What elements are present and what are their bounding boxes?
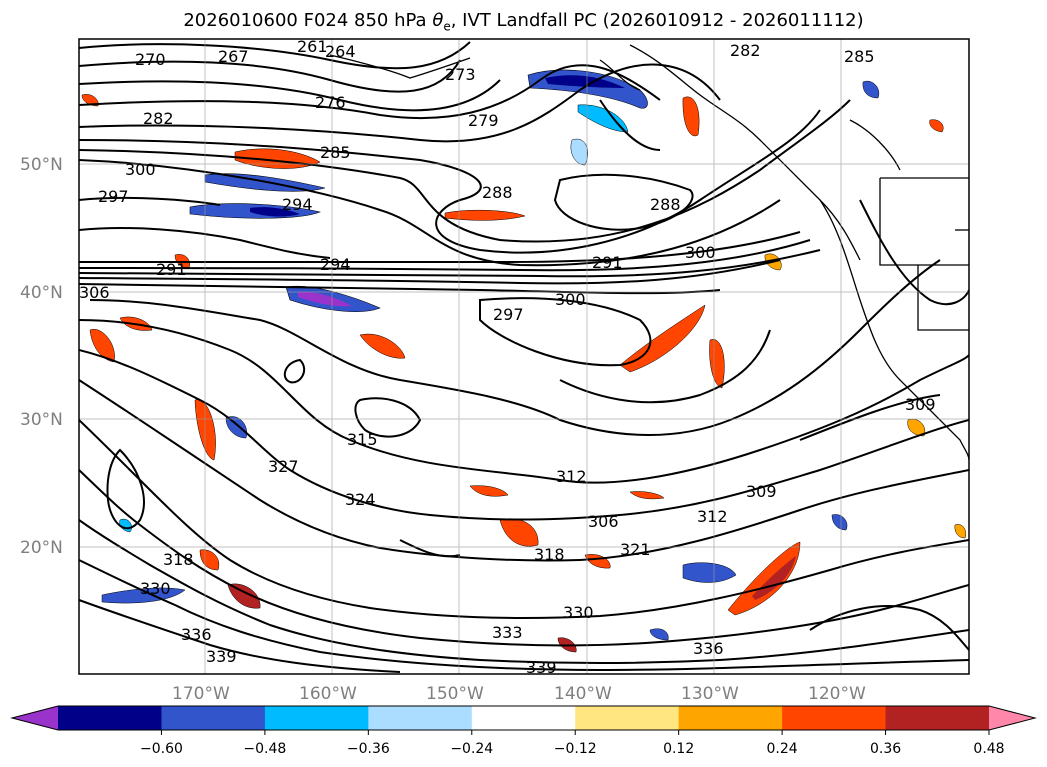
svg-text:297: 297 [98,187,129,206]
svg-text:306: 306 [79,283,110,302]
svg-text:294: 294 [320,255,351,274]
svg-text:327: 327 [268,457,299,476]
svg-text:261: 261 [297,37,328,56]
colorbar-tick-label: −0.24 [450,741,493,757]
svg-text:330: 330 [563,603,594,622]
contour-labels: 270 267 261 264 273 276 282 285 279 288 … [79,37,936,677]
svg-text:270: 270 [135,50,166,69]
svg-text:318: 318 [534,545,565,564]
colorbar-bin [368,706,473,730]
svg-text:312: 312 [697,507,728,526]
svg-text:300: 300 [685,243,716,262]
colorbar-tick-label: −0.60 [140,741,183,757]
svg-text:294: 294 [282,195,313,214]
svg-text:291: 291 [156,260,187,279]
svg-text:300: 300 [125,160,156,179]
svg-text:309: 309 [746,482,777,501]
latitude-labels: 50°N 40°N 30°N 20°N [20,155,63,558]
colorbar-bin [58,706,162,730]
svg-text:276: 276 [315,93,346,112]
svg-text:285: 285 [320,143,351,162]
svg-text:288: 288 [482,183,513,202]
coastlines [329,44,969,461]
colorbar-tick-label: 0.12 [663,741,694,757]
svg-text:291: 291 [592,253,623,272]
svg-text:267: 267 [218,47,249,66]
svg-text:264: 264 [325,42,356,61]
svg-text:336: 336 [181,625,212,644]
svg-text:339: 339 [526,658,557,677]
svg-text:333: 333 [492,623,523,642]
svg-text:130°W: 130°W [681,684,739,704]
map-plot-area: 270 267 261 264 273 276 282 285 279 288 … [79,37,969,677]
svg-text:282: 282 [730,41,761,60]
map-frame [78,38,970,675]
svg-text:315: 315 [347,430,378,449]
svg-text:318: 318 [163,550,194,569]
svg-text:40°N: 40°N [20,283,63,303]
svg-text:285: 285 [844,47,875,66]
svg-text:339: 339 [206,647,237,666]
svg-text:297: 297 [493,305,524,324]
colorbar-tick-label: −0.12 [554,741,597,757]
colorbar-tick-labels: −0.60 −0.48 −0.36 −0.24 −0.12 0.12 0.24 0.36 0.4… [140,730,1005,757]
svg-text:330: 330 [140,579,171,598]
colorbar-bin [161,706,266,730]
svg-text:312: 312 [556,467,587,486]
colorbar [10,705,1037,731]
colorbar-extend-min [12,706,58,730]
svg-text:306: 306 [588,512,619,531]
svg-text:273: 273 [445,65,476,84]
colorbar-tick-label: −0.48 [243,741,286,757]
map-title: 2026010600 F024 850 hPa θe, IVT Landfall… [183,10,864,34]
colorbar-tick-label: 0.48 [973,741,1004,757]
svg-text:336: 336 [693,639,724,658]
longitude-labels: 170°W 160°W 150°W 140°W 130°W 120°W [172,684,866,704]
svg-text:20°N: 20°N [20,538,63,558]
svg-text:288: 288 [650,195,681,214]
svg-text:150°W: 150°W [426,684,484,704]
svg-text:282: 282 [143,109,174,128]
svg-text:279: 279 [468,111,499,130]
svg-text:170°W: 170°W [172,684,230,704]
svg-text:140°W: 140°W [554,684,612,704]
colorbar-bin [264,706,369,730]
colorbar-bin [678,706,783,730]
svg-text:321: 321 [620,540,651,559]
colorbar-extend-max [989,706,1035,730]
colorbar-bin [782,706,887,730]
svg-text:324: 324 [345,490,376,509]
svg-text:120°W: 120°W [808,684,866,704]
colorbar-outline [10,705,1037,731]
svg-text:30°N: 30°N [20,410,63,430]
svg-text:309: 309 [905,395,936,414]
colorbar-tick-label: 0.24 [767,741,798,757]
colorbar-tick-label: 0.36 [870,741,901,757]
theta-e-contours [79,41,969,673]
graticule [79,39,969,674]
svg-text:300: 300 [555,290,586,309]
colorbar-bin [471,706,576,730]
colorbar-bin [575,706,680,730]
svg-text:50°N: 50°N [20,155,63,175]
svg-text:160°W: 160°W [299,684,357,704]
colorbar-bin [885,706,990,730]
colorbar-tick-label: −0.36 [347,741,390,757]
